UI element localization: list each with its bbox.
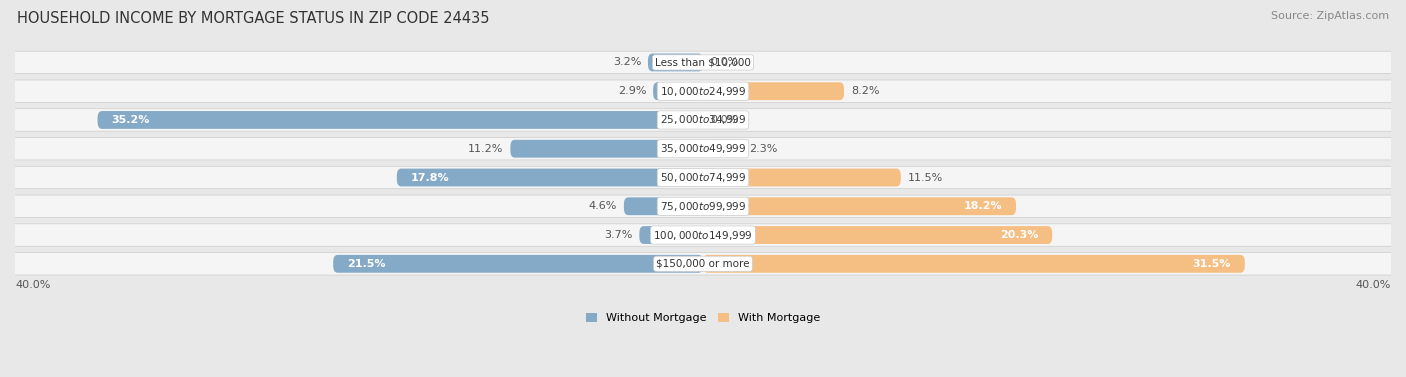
Text: 4.6%: 4.6% [589, 201, 617, 211]
Text: $10,000 to $24,999: $10,000 to $24,999 [659, 85, 747, 98]
FancyBboxPatch shape [97, 111, 703, 129]
Text: 11.2%: 11.2% [468, 144, 503, 154]
FancyBboxPatch shape [654, 82, 703, 100]
Text: 35.2%: 35.2% [111, 115, 149, 125]
FancyBboxPatch shape [703, 169, 901, 186]
FancyBboxPatch shape [703, 197, 1017, 215]
Text: 31.5%: 31.5% [1192, 259, 1232, 269]
Text: 40.0%: 40.0% [15, 280, 51, 290]
FancyBboxPatch shape [640, 226, 703, 244]
FancyBboxPatch shape [703, 226, 1052, 244]
Text: 2.3%: 2.3% [749, 144, 778, 154]
FancyBboxPatch shape [7, 138, 1399, 160]
Text: 21.5%: 21.5% [347, 259, 385, 269]
FancyBboxPatch shape [7, 195, 1399, 218]
Text: 17.8%: 17.8% [411, 173, 450, 182]
Text: 20.3%: 20.3% [1000, 230, 1039, 240]
FancyBboxPatch shape [396, 169, 703, 186]
Text: 3.2%: 3.2% [613, 57, 641, 67]
FancyBboxPatch shape [7, 253, 1399, 275]
Text: HOUSEHOLD INCOME BY MORTGAGE STATUS IN ZIP CODE 24435: HOUSEHOLD INCOME BY MORTGAGE STATUS IN Z… [17, 11, 489, 26]
Text: 40.0%: 40.0% [1355, 280, 1391, 290]
Legend: Without Mortgage, With Mortgage: Without Mortgage, With Mortgage [582, 308, 824, 327]
Text: $35,000 to $49,999: $35,000 to $49,999 [659, 142, 747, 155]
FancyBboxPatch shape [7, 224, 1399, 246]
FancyBboxPatch shape [648, 54, 703, 71]
Text: 8.2%: 8.2% [851, 86, 879, 96]
FancyBboxPatch shape [333, 255, 703, 273]
Text: 0.0%: 0.0% [710, 115, 738, 125]
FancyBboxPatch shape [703, 82, 844, 100]
Text: $75,000 to $99,999: $75,000 to $99,999 [659, 200, 747, 213]
FancyBboxPatch shape [624, 197, 703, 215]
FancyBboxPatch shape [7, 80, 1399, 103]
FancyBboxPatch shape [703, 140, 742, 158]
Text: 0.0%: 0.0% [710, 57, 738, 67]
Text: 3.7%: 3.7% [605, 230, 633, 240]
Text: $25,000 to $34,999: $25,000 to $34,999 [659, 113, 747, 126]
FancyBboxPatch shape [7, 51, 1399, 74]
Text: Less than $10,000: Less than $10,000 [655, 57, 751, 67]
Text: $100,000 to $149,999: $100,000 to $149,999 [654, 228, 752, 242]
FancyBboxPatch shape [703, 255, 1244, 273]
Text: 11.5%: 11.5% [908, 173, 943, 182]
FancyBboxPatch shape [510, 140, 703, 158]
Text: 18.2%: 18.2% [963, 201, 1002, 211]
FancyBboxPatch shape [7, 166, 1399, 189]
Text: 2.9%: 2.9% [617, 86, 647, 96]
Text: $50,000 to $74,999: $50,000 to $74,999 [659, 171, 747, 184]
Text: $150,000 or more: $150,000 or more [657, 259, 749, 269]
FancyBboxPatch shape [7, 109, 1399, 131]
Text: Source: ZipAtlas.com: Source: ZipAtlas.com [1271, 11, 1389, 21]
